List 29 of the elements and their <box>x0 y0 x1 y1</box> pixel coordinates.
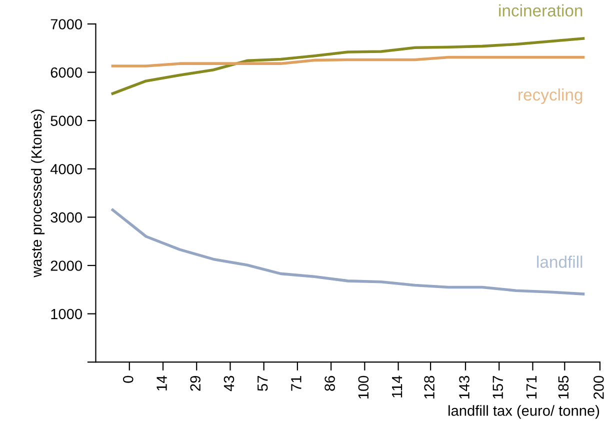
y-tick-label: 7000 <box>50 19 82 30</box>
x-tick-label: 0 <box>122 376 134 383</box>
x-tick-label: 86 <box>324 376 335 391</box>
x-tick-label: 14 <box>156 376 167 390</box>
line-series <box>111 208 585 296</box>
y-tick-label: 3000 <box>50 212 82 223</box>
y-tick-label: 4000 <box>50 164 82 174</box>
series-label: recycling <box>518 88 582 104</box>
y-tick-label: 6000 <box>50 67 82 78</box>
y-tick-label: 1000 <box>51 308 82 320</box>
x-tick-label: 128 <box>424 376 434 398</box>
x-tick-label: 171 <box>526 376 536 398</box>
x-tick-label: 143 <box>459 376 470 398</box>
x-tick-label: 71 <box>291 376 302 391</box>
x-tick-label: 43 <box>224 376 234 392</box>
series-label: incineration <box>499 4 582 17</box>
x-tick-label: 100 <box>358 376 369 398</box>
x-tick-label: 185 <box>558 376 569 398</box>
y-tick-label: 5000 <box>50 116 82 126</box>
x-tick-label: 157 <box>492 376 504 398</box>
x-tick-label: 29 <box>190 376 201 391</box>
x-axis-title: landfill tax (euro/ tonne) <box>448 405 600 419</box>
line-series <box>111 56 585 68</box>
y-tick-label: 2000 <box>50 260 82 271</box>
x-tick-label: 200 <box>594 376 604 399</box>
x-tick-label: 114 <box>392 376 402 398</box>
series-label: landfill <box>537 256 582 268</box>
y-axis-title: waste processed (Ktones) <box>30 110 45 278</box>
x-tick-label: 57 <box>258 376 268 391</box>
